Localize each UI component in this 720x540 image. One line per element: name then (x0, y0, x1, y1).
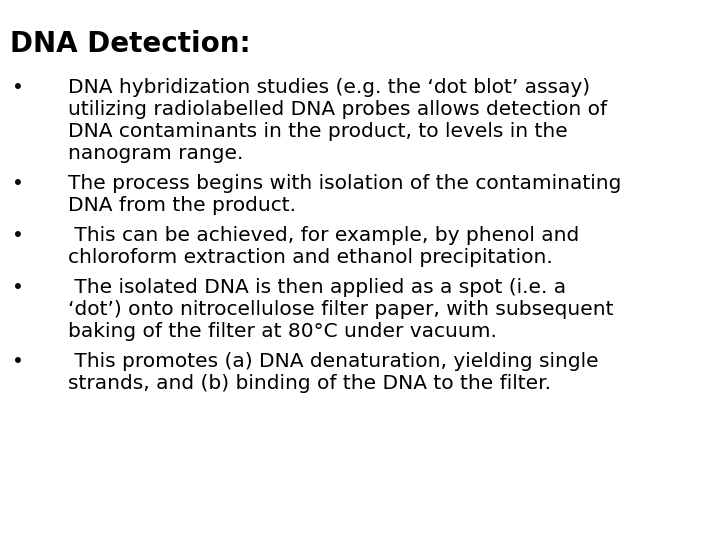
Text: strands, and (b) binding of the DNA to the filter.: strands, and (b) binding of the DNA to t… (68, 374, 551, 393)
Text: •: • (12, 226, 24, 245)
Text: •: • (12, 78, 24, 97)
Text: DNA contaminants in the product, to levels in the: DNA contaminants in the product, to leve… (68, 122, 568, 141)
Text: This promotes (a) DNA denaturation, yielding single: This promotes (a) DNA denaturation, yiel… (68, 352, 598, 371)
Text: ‘dot’) onto nitrocellulose filter paper, with subsequent: ‘dot’) onto nitrocellulose filter paper,… (68, 300, 613, 319)
Text: DNA from the product.: DNA from the product. (68, 196, 296, 215)
Text: DNA hybridization studies (e.g. the ‘dot blot’ assay): DNA hybridization studies (e.g. the ‘dot… (68, 78, 590, 97)
Text: baking of the filter at 80°C under vacuum.: baking of the filter at 80°C under vacuu… (68, 322, 497, 341)
Text: •: • (12, 278, 24, 297)
Text: DNA Detection:: DNA Detection: (10, 30, 251, 58)
Text: •: • (12, 174, 24, 193)
Text: utilizing radiolabelled DNA probes allows detection of: utilizing radiolabelled DNA probes allow… (68, 100, 607, 119)
Text: This can be achieved, for example, by phenol and: This can be achieved, for example, by ph… (68, 226, 580, 245)
Text: The process begins with isolation of the contaminating: The process begins with isolation of the… (68, 174, 621, 193)
Text: nanogram range.: nanogram range. (68, 144, 243, 163)
Text: The isolated DNA is then applied as a spot (i.e. a: The isolated DNA is then applied as a sp… (68, 278, 566, 297)
Text: chloroform extraction and ethanol precipitation.: chloroform extraction and ethanol precip… (68, 248, 553, 267)
Text: •: • (12, 352, 24, 371)
